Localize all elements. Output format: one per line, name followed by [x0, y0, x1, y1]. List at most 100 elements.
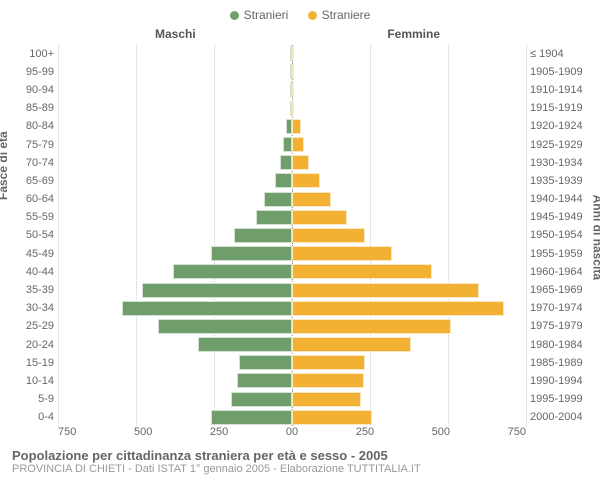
pyramid-row: 40-44 1960-1964 [10, 263, 590, 281]
bar-female [292, 119, 301, 134]
bar-female [292, 373, 364, 388]
age-label: 75-79 [10, 139, 58, 151]
age-label: 25-29 [10, 320, 58, 332]
birth-label: 1905-1909 [526, 66, 590, 78]
birth-label: 1975-1979 [526, 320, 590, 332]
birth-label: 1935-1939 [526, 175, 590, 187]
bar-female [292, 264, 432, 279]
pyramid-row: 70-74 1930-1934 [10, 154, 590, 172]
pyramid-row: 25-29 1975-1979 [10, 317, 590, 335]
bar-male [275, 173, 292, 188]
age-label: 35-39 [10, 284, 58, 296]
bar-female [292, 319, 451, 334]
age-label: 15-19 [10, 357, 58, 369]
bar-female [292, 392, 361, 407]
bar-area [58, 264, 526, 279]
bar-area [58, 192, 526, 207]
age-label: 40-44 [10, 266, 58, 278]
legend-dot-female [308, 11, 317, 20]
bar-female [292, 137, 304, 152]
bar-female [292, 246, 392, 261]
top-label-female: Femmine [387, 27, 440, 41]
age-label: 60-64 [10, 193, 58, 205]
birth-label: 1990-1994 [526, 375, 590, 387]
bar-female [292, 155, 309, 170]
bar-female [292, 210, 347, 225]
x-tick: 500 [134, 426, 152, 444]
x-axis-right: 0250500750 [292, 426, 526, 444]
pyramid-row: 20-241980-1984 [10, 336, 590, 354]
x-tick: 750 [58, 426, 76, 444]
bar-area [58, 228, 526, 243]
bar-male [122, 301, 292, 316]
bar-female [292, 46, 294, 61]
bar-male [239, 355, 292, 370]
pyramid-row: 35-39 1965-1969 [10, 281, 590, 299]
pyramid-row: 45-49 1955-1959 [10, 245, 590, 263]
bar-male [256, 210, 292, 225]
bar-male [211, 410, 292, 425]
pyramid: 100+ ≤ 1904 95-991905-1909 90-94 1910-1914 85… [10, 45, 590, 427]
bar-area [58, 337, 526, 352]
bar-female [292, 101, 294, 116]
age-label: 20-24 [10, 339, 58, 351]
birth-label: 1915-1919 [526, 102, 590, 114]
bar-male [283, 137, 292, 152]
pyramid-row: 15-191985-1989 [10, 354, 590, 372]
age-label: 10-14 [10, 375, 58, 387]
bar-female [292, 283, 479, 298]
bar-female [292, 301, 504, 316]
birth-label: 1925-1929 [526, 139, 590, 151]
birth-label: ≤ 1904 [526, 48, 590, 60]
age-label: 45-49 [10, 248, 58, 260]
top-labels: Maschi Femmine [10, 27, 590, 43]
footer: Popolazione per cittadinanza straniera p… [10, 448, 590, 475]
bar-area [58, 155, 526, 170]
age-label: 100+ [10, 48, 58, 60]
chart-container: Fasce di età Anni di nascita Stranieri S… [0, 0, 600, 500]
bar-area [58, 173, 526, 188]
bar-male [142, 283, 292, 298]
pyramid-row: 80-841920-1924 [10, 117, 590, 135]
bar-area [58, 64, 526, 79]
age-label: 65-69 [10, 175, 58, 187]
legend-item-male: Stranieri [230, 8, 289, 22]
bar-male [231, 392, 292, 407]
birth-label: 1940-1944 [526, 193, 590, 205]
legend-item-female: Straniere [308, 8, 371, 22]
birth-label: 1965-1969 [526, 284, 590, 296]
birth-label: 1950-1954 [526, 229, 590, 241]
birth-label: 1930-1934 [526, 157, 590, 169]
pyramid-row: 90-94 1910-1914 [10, 81, 590, 99]
pyramid-row: 10-14 1990-1994 [10, 372, 590, 390]
pyramid-row: 0-42000-2004 [10, 408, 590, 426]
x-axis: 7505002500 0250500750 [58, 426, 526, 444]
bar-female [292, 64, 294, 79]
birth-label: 1955-1959 [526, 248, 590, 260]
bar-female [292, 82, 294, 97]
bar-area [58, 392, 526, 407]
x-tick: 500 [432, 426, 450, 444]
birth-label: 1920-1924 [526, 120, 590, 132]
bar-area [58, 119, 526, 134]
bar-area [58, 355, 526, 370]
age-label: 50-54 [10, 229, 58, 241]
top-label-male: Maschi [155, 27, 196, 41]
pyramid-row: 95-991905-1909 [10, 63, 590, 81]
pyramid-row: 85-891915-1919 [10, 99, 590, 117]
pyramid-row: 5-9 1995-1999 [10, 390, 590, 408]
age-label: 70-74 [10, 157, 58, 169]
pyramid-row: 65-69 1935-1939 [10, 172, 590, 190]
bar-area [58, 210, 526, 225]
age-label: 5-9 [10, 393, 58, 405]
birth-label: 1910-1914 [526, 84, 590, 96]
x-tick: 0 [292, 426, 298, 444]
bar-area [58, 373, 526, 388]
age-label: 30-34 [10, 302, 58, 314]
birth-label: 1960-1964 [526, 266, 590, 278]
bar-female [292, 337, 411, 352]
age-label: 90-94 [10, 84, 58, 96]
x-tick: 250 [210, 426, 228, 444]
birth-label: 1995-1999 [526, 393, 590, 405]
bar-male [234, 228, 292, 243]
